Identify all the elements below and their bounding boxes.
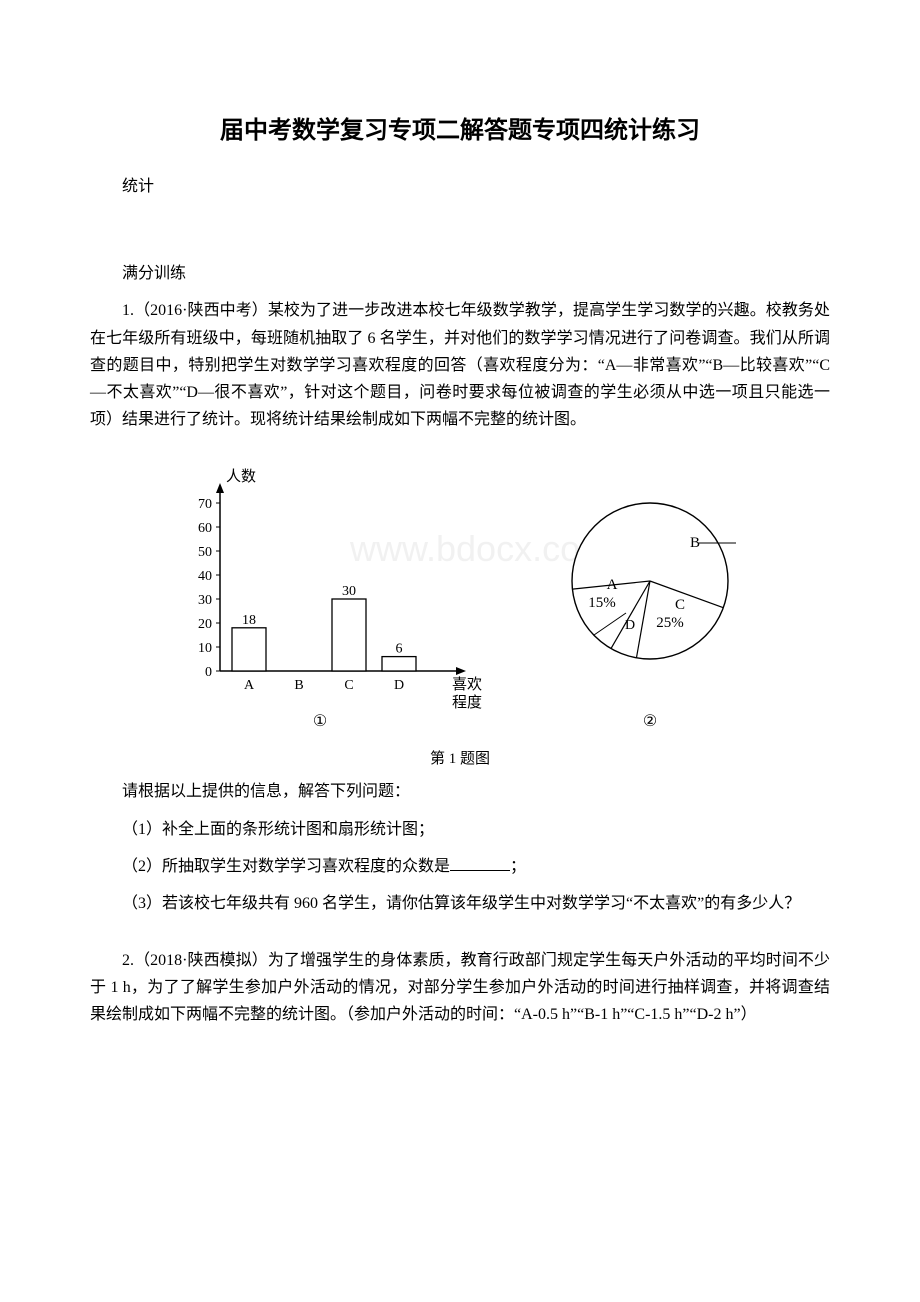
q1-sub2-blank — [450, 870, 510, 871]
svg-text:人数: 人数 — [226, 468, 256, 485]
svg-text:喜欢: 喜欢 — [452, 676, 482, 693]
svg-text:D: D — [625, 618, 635, 633]
svg-text:C: C — [675, 597, 685, 613]
svg-text:D: D — [394, 678, 404, 693]
svg-text:www.bdocx.com: www.bdocx.com — [349, 528, 610, 569]
svg-text:18: 18 — [242, 613, 256, 628]
document-page: 届中考数学复习专项二解答题专项四统计练习 统计 满分训练 1.（2016·陕西中… — [0, 0, 920, 1099]
q1-sub2-pre: （2）所抽取学生对数学学习喜欢程度的众数是 — [122, 858, 450, 875]
svg-text:B: B — [294, 678, 303, 693]
spacer — [90, 210, 830, 260]
section-label-manfen: 满分训练 — [90, 260, 830, 287]
figure-1-svg: www.bdocx.com 人数 0 10 20 30 40 50 60 70 喜欢程度 A 18 B C 3… — [150, 451, 770, 741]
svg-text:25%: 25% — [656, 615, 684, 631]
svg-text:10: 10 — [198, 641, 212, 656]
section-label-tongji: 统计 — [90, 173, 830, 200]
svg-text:15%: 15% — [588, 595, 616, 611]
q1-sub2-post: ； — [510, 858, 526, 875]
svg-text:50: 50 — [198, 545, 212, 560]
q1-please: 请根据以上提供的信息，解答下列问题： — [90, 778, 830, 805]
svg-text:40: 40 — [198, 569, 212, 584]
figure-1-wrap: www.bdocx.com 人数 0 10 20 30 40 50 60 70 喜欢程度 A 18 B C 3… — [90, 451, 830, 768]
svg-text:20: 20 — [198, 617, 212, 632]
q1-sub1: （1）补全上面的条形统计图和扇形统计图； — [90, 816, 830, 843]
svg-text:60: 60 — [198, 521, 212, 536]
q1-sub3: （3）若该校七年级共有 960 名学生，请你估算该年级学生中对数学学习“不太喜欢… — [90, 890, 830, 917]
page-title: 届中考数学复习专项二解答题专项四统计练习 — [90, 110, 830, 145]
q1-stem: 1.（2016·陕西中考）某校为了进一步改进本校七年级数学教学，提高学生学习数学… — [90, 297, 830, 433]
svg-text:6: 6 — [396, 642, 403, 657]
svg-text:0: 0 — [205, 665, 212, 680]
figure-1-caption: 第 1 题图 — [90, 747, 830, 768]
q2-stem: 2.（2018·陕西模拟）为了增强学生的身体素质，教育行政部门规定学生每天户外活… — [90, 947, 830, 1029]
svg-text:70: 70 — [198, 497, 212, 512]
q1-sub2: （2）所抽取学生对数学学习喜欢程度的众数是 ； — [90, 853, 830, 880]
svg-text:30: 30 — [198, 593, 212, 608]
svg-text:30: 30 — [342, 584, 356, 599]
svg-text:程度: 程度 — [452, 694, 482, 711]
svg-text:A: A — [244, 678, 255, 693]
svg-text:①: ① — [313, 713, 327, 730]
svg-text:A: A — [607, 577, 618, 593]
svg-text:②: ② — [643, 713, 657, 730]
spacer-2 — [90, 927, 830, 947]
svg-text:C: C — [344, 678, 353, 693]
